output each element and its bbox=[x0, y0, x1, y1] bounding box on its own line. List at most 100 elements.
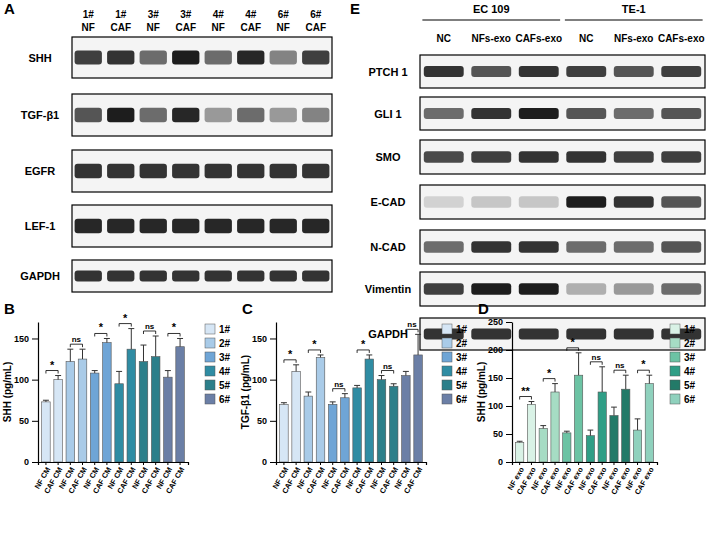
tick-mark bbox=[506, 350, 512, 351]
error-cap bbox=[517, 441, 523, 442]
significance-bracket bbox=[614, 370, 626, 373]
legend-swatch bbox=[442, 394, 452, 404]
tick-mark bbox=[625, 462, 626, 465]
y-axis: 050100150200250 bbox=[488, 317, 513, 467]
tick-mark bbox=[270, 462, 276, 463]
error-bar bbox=[165, 371, 171, 378]
significance-label: * bbox=[547, 367, 552, 379]
tick-mark bbox=[320, 462, 321, 465]
error-cap bbox=[529, 401, 535, 402]
tick: 150 bbox=[488, 373, 512, 383]
error-bar bbox=[646, 375, 652, 383]
band bbox=[661, 151, 701, 163]
legend-label: 6# bbox=[219, 394, 231, 405]
tick-mark bbox=[649, 462, 650, 465]
band bbox=[270, 108, 297, 122]
error-cap bbox=[354, 385, 360, 386]
blot-frame bbox=[420, 97, 705, 130]
tick-mark bbox=[82, 462, 83, 465]
error-bar bbox=[177, 338, 183, 346]
band bbox=[519, 241, 559, 253]
tick-label: 100 bbox=[14, 375, 29, 385]
bar bbox=[516, 442, 524, 462]
legend-label: 3# bbox=[456, 352, 468, 363]
bar bbox=[563, 433, 571, 462]
bar bbox=[414, 355, 423, 462]
band bbox=[140, 51, 167, 65]
error-bar bbox=[391, 384, 397, 386]
bar bbox=[103, 343, 112, 462]
error-cap bbox=[576, 352, 582, 353]
legend-swatch bbox=[205, 380, 215, 390]
error-bar bbox=[43, 400, 49, 402]
tick-mark bbox=[283, 462, 284, 465]
band bbox=[302, 271, 329, 282]
blot-frame bbox=[72, 150, 332, 192]
significance-bracket bbox=[168, 333, 180, 336]
lane-label: CAF bbox=[305, 22, 326, 33]
legend-swatch bbox=[205, 394, 215, 404]
band bbox=[270, 271, 297, 282]
error-cap bbox=[623, 375, 629, 376]
band bbox=[205, 164, 232, 178]
lane-label: NFs-exo bbox=[614, 33, 653, 44]
legend-label: 2# bbox=[456, 338, 468, 349]
tick-mark bbox=[506, 406, 512, 407]
lane-label: 3# bbox=[148, 9, 160, 20]
bar bbox=[127, 349, 136, 462]
band bbox=[614, 329, 654, 340]
error-bar bbox=[379, 376, 385, 380]
significance-bracket bbox=[143, 331, 155, 334]
band bbox=[75, 219, 102, 233]
band bbox=[107, 219, 134, 233]
error-line bbox=[625, 375, 626, 389]
band bbox=[75, 164, 102, 178]
band bbox=[614, 108, 654, 119]
error-cap bbox=[552, 383, 558, 384]
tick-mark bbox=[566, 462, 567, 465]
tick-mark bbox=[531, 462, 532, 465]
tick-label: 100 bbox=[488, 401, 503, 411]
error-line bbox=[119, 371, 120, 383]
band bbox=[424, 196, 464, 208]
band bbox=[172, 219, 199, 233]
bar bbox=[164, 377, 173, 462]
bar bbox=[292, 371, 301, 462]
bar bbox=[353, 388, 362, 462]
bar bbox=[389, 386, 398, 462]
band bbox=[614, 151, 654, 163]
legend-label: 1# bbox=[219, 324, 231, 335]
axis-title: SHH (pg/mL) bbox=[2, 362, 13, 423]
error-line bbox=[637, 419, 638, 430]
tick-label: 150 bbox=[14, 334, 29, 344]
band bbox=[107, 164, 134, 178]
error-bar bbox=[540, 426, 546, 429]
band bbox=[519, 196, 559, 208]
legend-label: 2# bbox=[684, 338, 696, 349]
significance-label: * bbox=[312, 338, 317, 350]
significance-label: * bbox=[571, 336, 576, 348]
blot-panel: A1#NF1#CAF3#NF3#CAF4#NF4#CAF6#NF6#CAFSHH… bbox=[4, 0, 332, 292]
band bbox=[205, 219, 232, 233]
error-line bbox=[58, 376, 59, 380]
tick-mark bbox=[393, 462, 394, 465]
tick-mark bbox=[119, 462, 120, 465]
legend-label: 2# bbox=[219, 338, 231, 349]
significance-bracket bbox=[638, 370, 650, 373]
error-bar bbox=[635, 419, 641, 430]
band bbox=[661, 329, 701, 340]
protein-label: N-CAD bbox=[370, 241, 405, 253]
significance-bracket bbox=[590, 362, 602, 365]
lane-label: CAF bbox=[175, 22, 196, 33]
error-cap bbox=[403, 371, 409, 372]
band bbox=[107, 108, 134, 122]
lane-label: CAF bbox=[240, 22, 261, 33]
tick-label: 150 bbox=[488, 373, 503, 383]
band bbox=[172, 164, 199, 178]
band bbox=[614, 283, 654, 295]
error-cap bbox=[318, 354, 324, 355]
lane-label: 4# bbox=[213, 9, 225, 20]
tick-label: 0 bbox=[262, 457, 267, 467]
lane-label: 1# bbox=[115, 9, 127, 20]
blot-frame bbox=[420, 230, 705, 264]
